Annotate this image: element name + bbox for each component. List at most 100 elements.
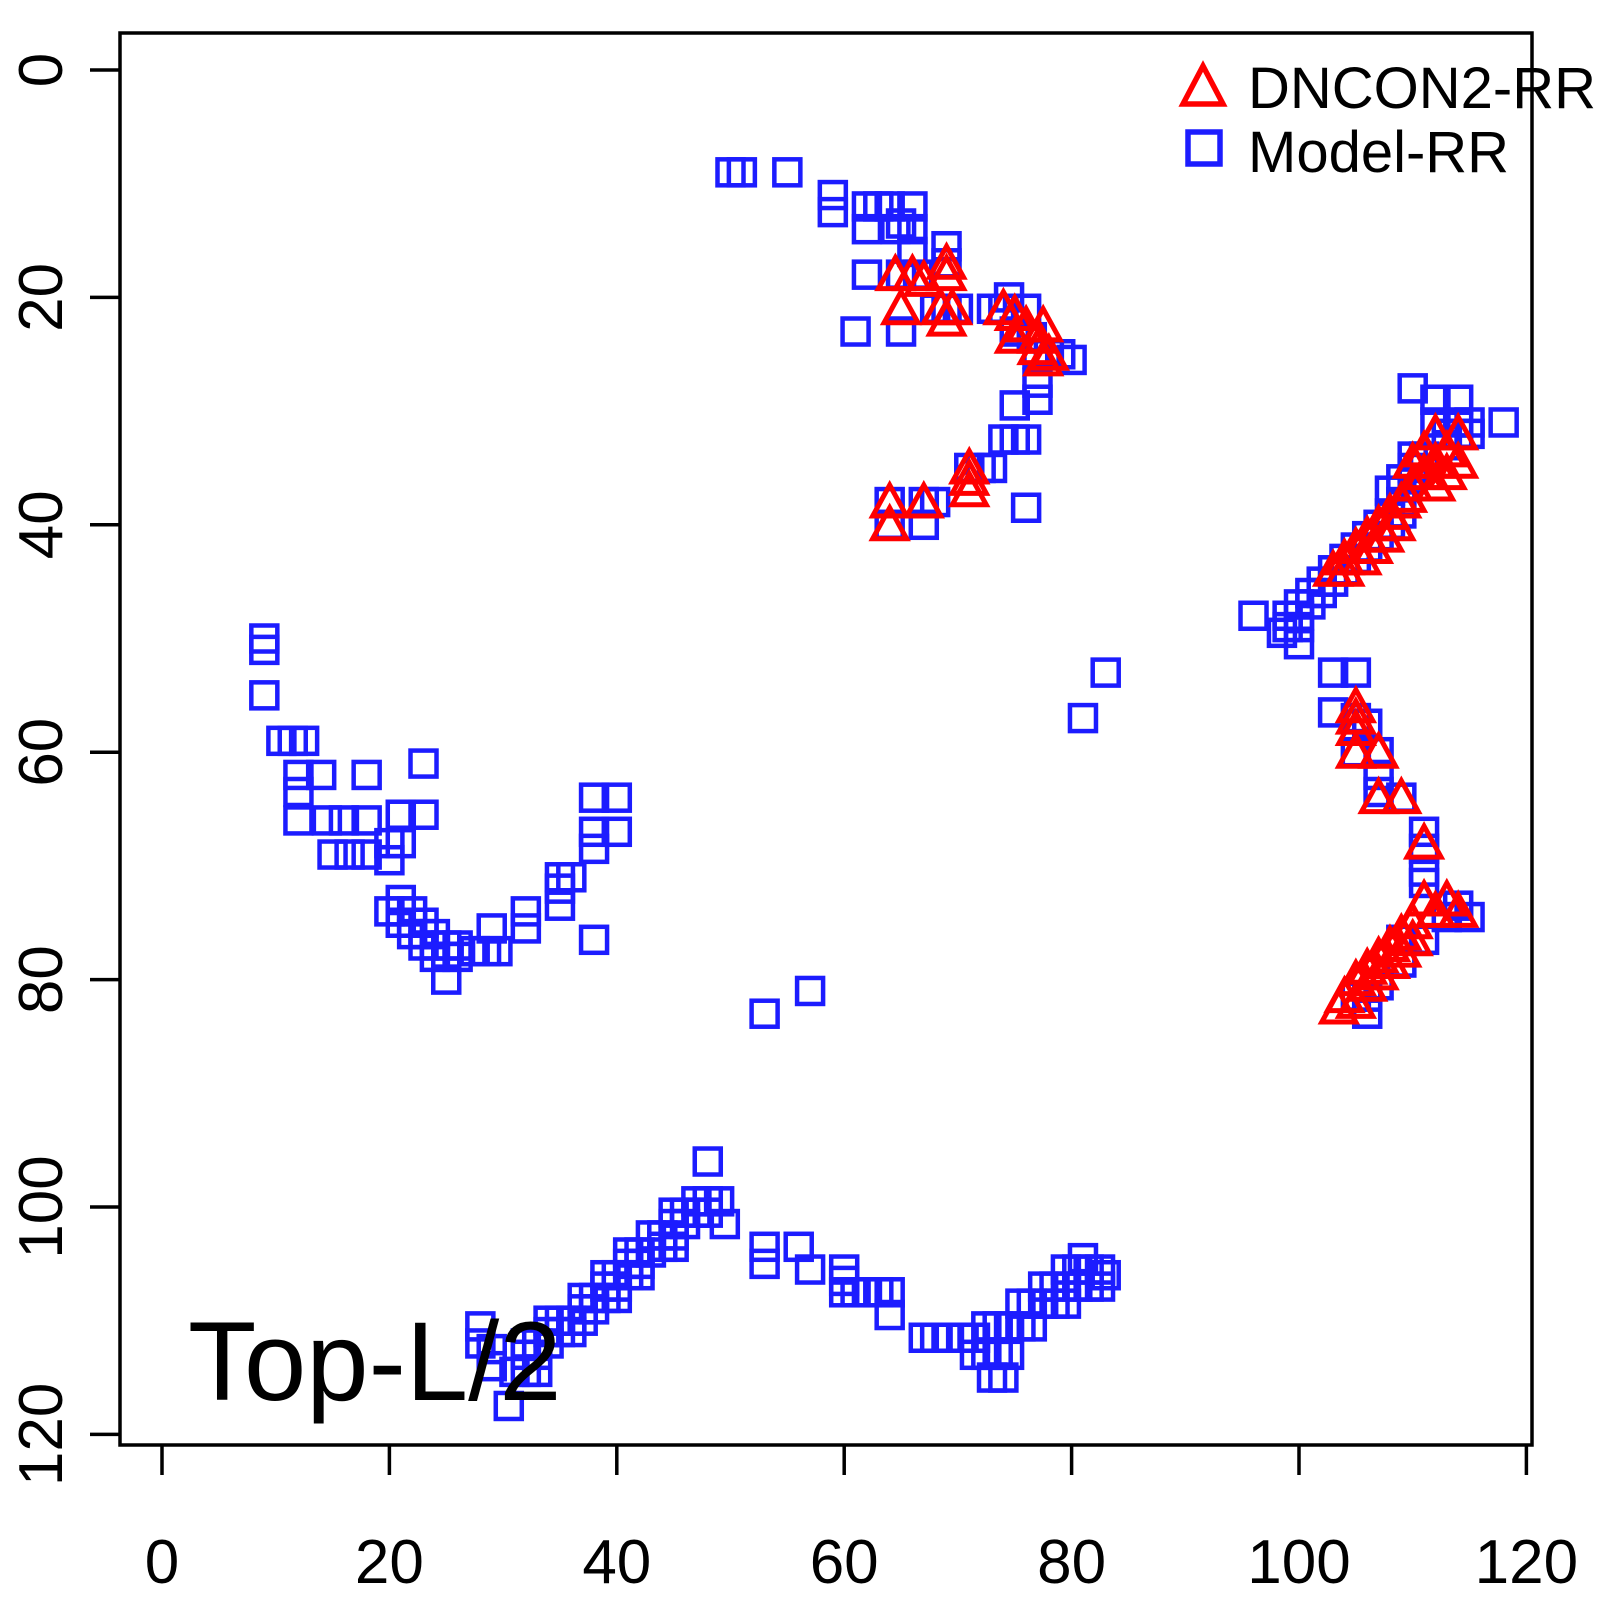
dncon2-rr-point (879, 286, 923, 326)
dncon2-rr-point (1385, 474, 1429, 513)
model-rr-point (351, 759, 382, 791)
model-rr-point (1022, 384, 1053, 415)
x-tick-label: 0 (145, 1528, 179, 1597)
model-rr-point (885, 316, 917, 347)
model-rr-point (1010, 424, 1042, 455)
model-rr-point (374, 844, 405, 876)
dncon2-rr-point (993, 314, 1036, 354)
model-rr-point (851, 213, 883, 245)
dncon2-rr-point (868, 479, 911, 519)
model-rr-point (1050, 1288, 1082, 1319)
dncon2-rr-point (1414, 462, 1457, 502)
model-rr-series (249, 157, 1519, 1422)
model-rr-point (328, 805, 360, 836)
model-rr-point (1488, 407, 1519, 438)
model-rr-point (709, 1208, 741, 1240)
model-rr-point (1454, 901, 1485, 933)
model-rr-point (794, 975, 826, 1007)
y-tick-label: 120 (7, 1383, 76, 1486)
model-rr-point (578, 816, 610, 848)
y-tick-label: 60 (7, 718, 76, 787)
model-rr-point (544, 890, 576, 921)
model-rr-point (897, 213, 928, 245)
model-rr-point (510, 913, 542, 944)
dncon2-rr-point (1323, 548, 1366, 587)
model-rr-point (249, 680, 280, 711)
model-rr-point (931, 1322, 962, 1354)
model-rr-point (431, 964, 462, 995)
model-rr-point (658, 1231, 689, 1263)
model-rr-point (749, 1248, 780, 1280)
dncon2-rr-point (1334, 707, 1378, 746)
dncon2-rr-point (1340, 536, 1383, 576)
y-tick-label: 40 (7, 490, 76, 559)
dncon2-rr-point (1334, 684, 1378, 724)
model-rr-point (1090, 657, 1121, 688)
dncon2-rr-point (925, 241, 968, 280)
model-rr-point (1363, 759, 1394, 791)
legend-label-model: Model-RR (1248, 120, 1509, 185)
model-rr-point (749, 1231, 780, 1263)
model-rr-point (874, 1299, 905, 1331)
model-rr-point (249, 634, 280, 666)
x-tick-label: 100 (1247, 1528, 1350, 1597)
x-tick-label: 60 (810, 1528, 879, 1597)
model-rr-point (476, 1350, 507, 1382)
model-rr-point (1016, 1311, 1048, 1342)
model-rr-point (988, 1362, 1019, 1393)
model-rr-point (1010, 492, 1042, 523)
model-rr-point (999, 390, 1030, 421)
model-rr-point (283, 805, 314, 836)
y-tick-label: 20 (7, 263, 76, 332)
dncon2-rr-point (948, 457, 991, 496)
model-rr-point (1408, 867, 1440, 899)
model-rr-point (305, 759, 337, 791)
model-rr-point (351, 805, 382, 836)
model-rr-point (1317, 657, 1349, 688)
dncon2-rr-point (1345, 963, 1389, 1002)
model-rr-point (544, 873, 576, 904)
model-rr-point (1283, 628, 1315, 660)
model-rr-point (1408, 816, 1440, 848)
dncon2-rr-point (1374, 502, 1417, 542)
dncon2-rr-point (925, 252, 968, 292)
dncon2-rr-point (948, 445, 991, 485)
x-tick-label: 120 (1475, 1528, 1578, 1597)
model-rr-point (317, 839, 348, 870)
x-axis: 0 20 40 60 80 100 120 (145, 1445, 1578, 1597)
model-rr-point (993, 1339, 1025, 1371)
model-rr-point (851, 259, 883, 290)
y-axis: 0 20 40 60 80 100 120 (7, 53, 120, 1486)
dncon2-rr-point (1334, 980, 1378, 1019)
legend-square-icon (1185, 129, 1223, 167)
model-rr-point (482, 935, 513, 967)
dncon2-rr-point (1357, 775, 1400, 815)
dncon2-rr-point (868, 502, 911, 542)
plot-title: Top-L/2 (188, 1299, 562, 1424)
model-rr-point (817, 179, 849, 211)
dncon2-rr-series (868, 241, 1480, 1025)
plot-border (118, 31, 1534, 1447)
model-rr-point (521, 1356, 553, 1388)
dncon2-rr-point (1380, 775, 1423, 815)
model-rr-point (311, 805, 343, 836)
model-rr-point (908, 509, 940, 541)
dncon2-rr-point (1402, 820, 1446, 860)
dncon2-rr-point (1357, 730, 1400, 769)
legend: DNCON2-RR Model-RR (1178, 56, 1596, 185)
model-rr-point (578, 782, 610, 813)
model-rr-point (476, 1333, 507, 1365)
model-rr-point (1084, 1271, 1116, 1302)
y-tick-label: 0 (7, 53, 76, 87)
y-tick-label: 80 (7, 945, 76, 1014)
model-rr-point (749, 998, 780, 1029)
model-rr-point (1067, 702, 1099, 734)
model-rr-point (817, 196, 849, 228)
dncon2-rr-point (925, 297, 968, 337)
dncon2-rr-point (1334, 730, 1378, 769)
model-rr-point (334, 839, 365, 870)
model-rr-point (874, 1277, 905, 1308)
model-rr-point (476, 913, 507, 944)
model-rr-point (794, 1254, 826, 1285)
